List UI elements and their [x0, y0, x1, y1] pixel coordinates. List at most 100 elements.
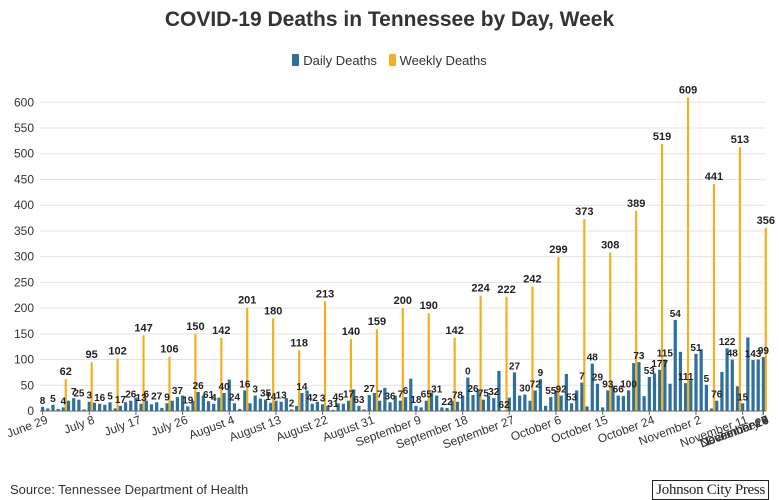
daily-bar[interactable]	[585, 406, 589, 411]
weekly-bar[interactable]	[142, 335, 145, 411]
daily-bar[interactable]	[165, 403, 169, 411]
legend-item-weekly[interactable]: Weekly Deaths	[388, 53, 487, 68]
daily-bar[interactable]	[549, 397, 553, 411]
daily-bar[interactable]	[362, 409, 366, 411]
weekly-bar[interactable]	[116, 358, 119, 411]
daily-bar[interactable]	[538, 379, 543, 411]
daily-bar[interactable]	[378, 400, 382, 411]
daily-bar[interactable]	[388, 402, 392, 411]
daily-bar[interactable]	[741, 403, 745, 411]
daily-bar[interactable]	[761, 356, 766, 411]
daily-bar[interactable]	[315, 401, 320, 411]
daily-bar[interactable]	[232, 403, 237, 411]
daily-bar[interactable]	[730, 359, 734, 411]
daily-bar[interactable]	[155, 402, 159, 411]
daily-bar[interactable]	[704, 384, 708, 411]
daily-bar[interactable]	[466, 377, 470, 411]
daily-bar[interactable]	[289, 409, 294, 411]
weekly-bar[interactable]	[609, 252, 612, 411]
daily-bar[interactable]	[414, 405, 418, 411]
daily-bar[interactable]	[694, 353, 698, 411]
daily-bar[interactable]	[637, 362, 641, 411]
daily-bar[interactable]	[134, 397, 138, 411]
weekly-bar[interactable]	[64, 379, 67, 411]
daily-bar[interactable]	[512, 372, 517, 411]
weekly-bar[interactable]	[635, 210, 638, 411]
weekly-bar[interactable]	[220, 337, 223, 411]
weekly-bar[interactable]	[168, 356, 171, 411]
daily-bar[interactable]	[518, 395, 522, 411]
daily-bar[interactable]	[357, 405, 361, 411]
weekly-bar[interactable]	[738, 147, 741, 411]
daily-bar[interactable]	[108, 402, 112, 411]
daily-bar[interactable]	[149, 404, 154, 411]
daily-bar[interactable]	[191, 400, 195, 411]
daily-bar[interactable]	[66, 400, 71, 411]
daily-bar[interactable]	[212, 403, 216, 411]
weekly-bar[interactable]	[298, 350, 301, 411]
daily-bar[interactable]	[40, 406, 45, 411]
daily-bar[interactable]	[295, 405, 299, 411]
daily-bar[interactable]	[341, 403, 345, 411]
daily-bar[interactable]	[606, 390, 610, 411]
daily-bar[interactable]	[326, 405, 330, 411]
daily-bar[interactable]	[678, 351, 683, 411]
daily-bar[interactable]	[398, 400, 403, 411]
daily-bar[interactable]	[336, 403, 340, 411]
weekly-bar[interactable]	[323, 301, 327, 411]
weekly-bar[interactable]	[427, 313, 430, 411]
daily-bar[interactable]	[658, 369, 662, 411]
weekly-bar[interactable]	[583, 219, 586, 411]
daily-bar[interactable]	[419, 407, 423, 411]
daily-bar[interactable]	[725, 348, 729, 411]
daily-bar[interactable]	[393, 395, 397, 411]
daily-bar[interactable]	[481, 399, 485, 411]
daily-bar[interactable]	[756, 359, 760, 411]
daily-bar[interactable]	[61, 407, 65, 411]
weekly-bar[interactable]	[194, 333, 197, 411]
daily-bar[interactable]	[175, 397, 180, 411]
daily-bar[interactable]	[616, 395, 620, 411]
daily-bar[interactable]	[206, 401, 211, 411]
daily-bar[interactable]	[684, 383, 688, 411]
daily-bar[interactable]	[372, 392, 377, 411]
weekly-bar[interactable]	[90, 362, 93, 411]
weekly-bar[interactable]	[505, 296, 508, 411]
daily-bar[interactable]	[305, 390, 309, 411]
daily-bar[interactable]	[450, 400, 454, 411]
daily-bar[interactable]	[77, 399, 81, 411]
weekly-bar[interactable]	[531, 286, 534, 411]
daily-bar[interactable]	[543, 405, 548, 411]
daily-bar[interactable]	[673, 319, 677, 411]
daily-bar[interactable]	[621, 396, 626, 411]
daily-bar[interactable]	[564, 373, 568, 411]
daily-bar[interactable]	[129, 400, 133, 411]
daily-bar[interactable]	[709, 408, 714, 411]
daily-bar[interactable]	[253, 395, 257, 411]
daily-bar[interactable]	[196, 391, 200, 411]
daily-bar[interactable]	[559, 395, 563, 411]
daily-bar[interactable]	[139, 403, 143, 411]
daily-bar[interactable]	[455, 401, 460, 411]
daily-bar[interactable]	[263, 399, 268, 411]
daily-bar[interactable]	[461, 395, 465, 411]
weekly-bar[interactable]	[272, 318, 275, 411]
daily-bar[interactable]	[720, 371, 724, 411]
daily-bar[interactable]	[647, 377, 651, 411]
weekly-bar[interactable]	[686, 97, 690, 412]
daily-bar[interactable]	[331, 409, 335, 411]
weekly-bar[interactable]	[557, 257, 560, 411]
daily-bar[interactable]	[746, 337, 750, 411]
daily-bar[interactable]	[284, 398, 288, 411]
weekly-bar[interactable]	[479, 295, 482, 411]
daily-bar[interactable]	[424, 400, 428, 411]
daily-bar[interactable]	[46, 408, 50, 411]
daily-bar[interactable]	[476, 390, 480, 411]
daily-bar[interactable]	[435, 395, 439, 411]
daily-bar[interactable]	[51, 404, 55, 411]
daily-bar[interactable]	[180, 395, 185, 411]
daily-bar[interactable]	[279, 401, 283, 411]
daily-bar[interactable]	[626, 390, 631, 411]
daily-bar[interactable]	[440, 407, 444, 411]
daily-bar[interactable]	[258, 398, 263, 411]
